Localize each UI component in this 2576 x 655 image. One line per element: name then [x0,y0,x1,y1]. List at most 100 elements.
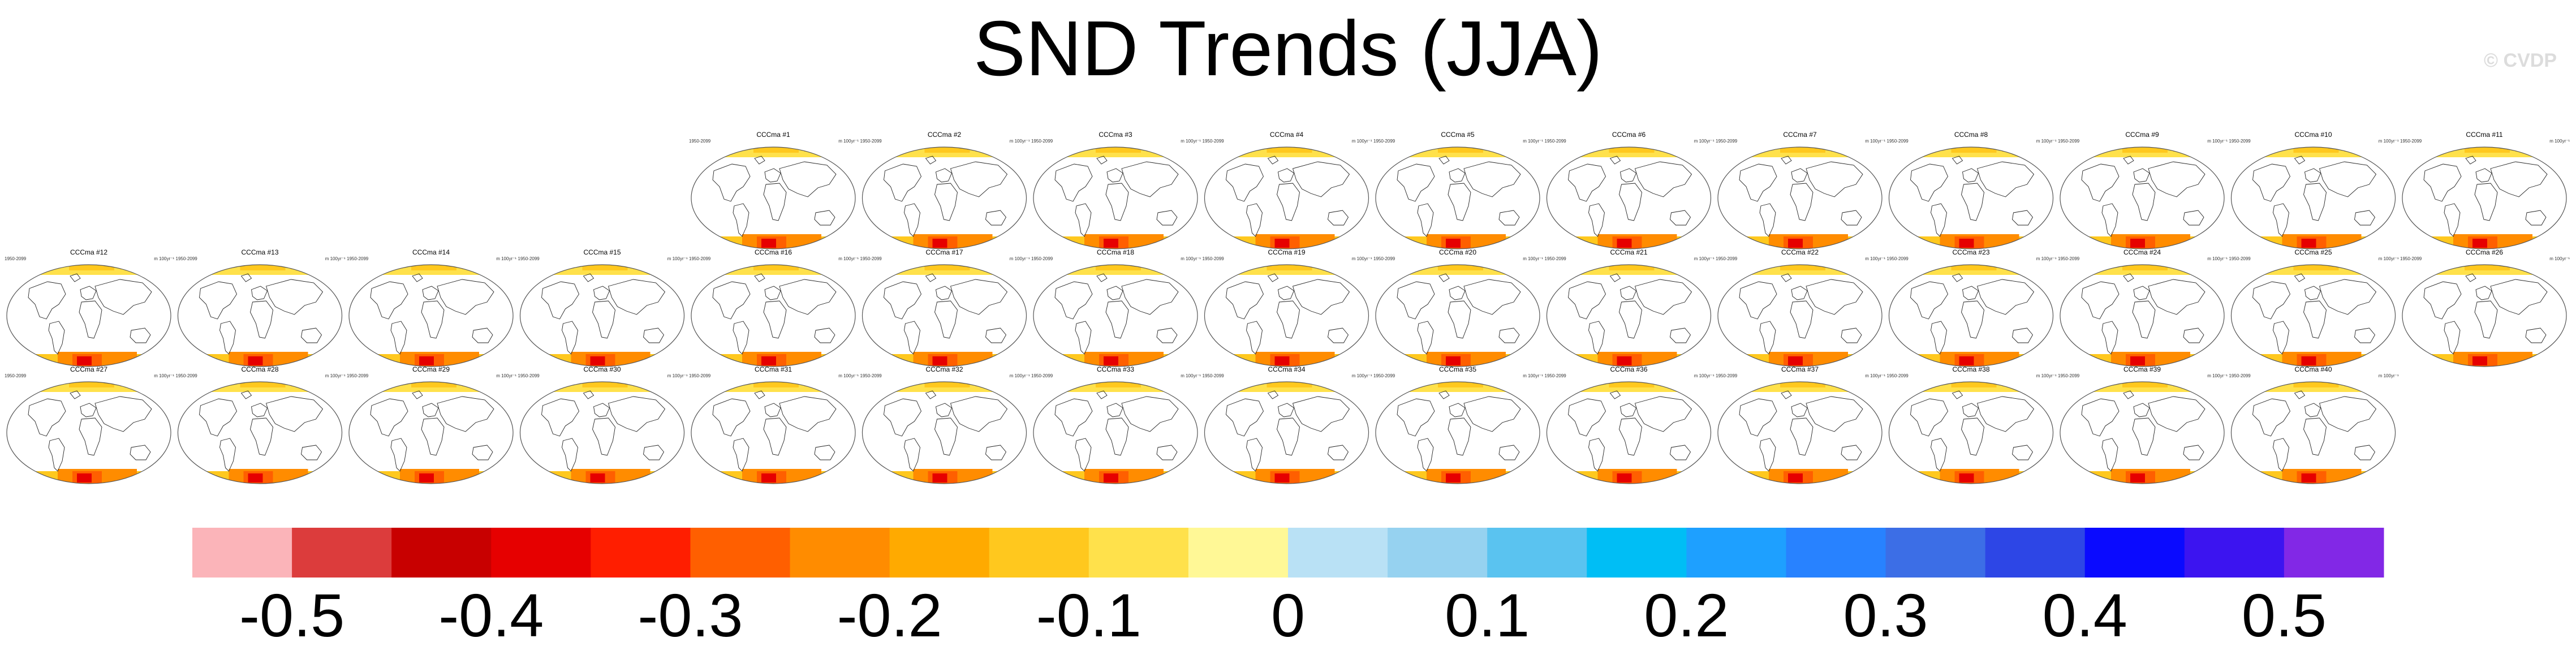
panel-title: CCCma #26 [2466,248,2503,256]
colorbar-tick-label: -0.1 [1036,581,1141,649]
continent-outlines [2081,390,2205,472]
watermark: © CVDP [2484,50,2557,71]
map-panel: CCCma #36 1950-2099 m 100yr⁻¹ [1545,365,1715,484]
panel-period-label: 1950-2099 [347,256,369,261]
continent-outlines [884,156,1008,237]
panel-units-label: m 100yr⁻¹ [1010,373,1030,378]
continent-outlines [2252,156,2377,237]
panel-units-label: m 100yr⁻¹ [1010,139,1030,144]
colorbar-swatch [2284,528,2384,578]
map-panel: CCCma #1 1950-2099 m 100yr⁻¹ [689,131,859,249]
continent-outlines [1397,390,1521,472]
panel-period-label: 1950-2099 [689,373,711,378]
continent-outlines [541,390,666,472]
continent-outlines [1910,156,2035,237]
map-frame [6,381,171,484]
map-frame [1375,381,1540,484]
colorbar-swatch [2084,528,2185,578]
map-panel: CCCma #35 1950-2099 m 100yr⁻¹ [1373,365,1543,484]
map-panel: CCCma #32 1950-2099 m 100yr⁻¹ [860,365,1030,484]
colorbar-swatch [1487,528,1587,578]
panel-period-label: 1950-2099 [1373,256,1395,261]
map-panel: CCCma #24 1950-2099 m 100yr⁻¹ [2058,248,2228,367]
panel-units-label: m 100yr⁻¹ [496,373,516,378]
panel-title: CCCma #22 [1781,248,1819,256]
panel-units-label: m 100yr⁻¹ [1523,139,1543,144]
panel-title: CCCma #35 [1439,365,1476,373]
map-frame [1375,264,1540,367]
panel-period-label: 1950-2099 [2058,256,2080,261]
panel-title: CCCma #19 [1268,248,1305,256]
continent-outlines [28,273,152,355]
panel-units-label: m 100yr⁻¹ [1523,256,1543,261]
map-panel: CCCma #26 1950-2099 m 100yr⁻¹ [2400,248,2570,367]
panel-units-label: m 100yr⁻¹ [2379,256,2399,261]
panel-title: CCCma #34 [1268,365,1305,373]
panel-period-label: 1950-2099 [2229,256,2251,261]
map-frame [1204,264,1369,367]
panel-title: CCCma #38 [1952,365,1989,373]
map-panel: CCCma #33 1950-2099 m 100yr⁻¹ [1031,365,1201,484]
panel-units-label: m 100yr⁻¹ [1010,256,1030,261]
panel-units-label: m 100yr⁻¹ [325,373,346,378]
map-panel: CCCma #3 1950-2099 m 100yr⁻¹ [1031,131,1201,249]
panel-title: CCCma #16 [755,248,792,256]
map-panel: CCCma #40 1950-2099 m 100yr⁻¹ [2229,365,2399,484]
colorbar-tick-label: 0.2 [1644,581,1729,649]
colorbar-swatch [1088,528,1189,578]
colorbar-swatch [1786,528,1886,578]
panel-title: CCCma #31 [755,365,792,373]
colorbar-swatch [1388,528,1488,578]
map-frame [1204,146,1369,249]
colorbar-swatch [591,528,691,578]
continent-outlines [1054,156,1179,237]
continent-outlines [2252,390,2377,472]
panel-title: CCCma #15 [583,248,621,256]
panel-units-label: m 100yr⁻¹ [2036,139,2057,144]
continent-outlines [199,390,324,472]
panel-period-label: 1950-2099 [518,373,540,378]
map-frame [1888,146,2054,249]
map-panel: CCCma #11 1950-2099 m 100yr⁻¹ [2400,131,2570,249]
continent-outlines [884,390,1008,472]
continent-outlines [370,273,494,355]
panel-period-label: 1950-2099 [1545,139,1567,144]
map-frame [1888,381,2054,484]
colorbar-swatch [491,528,591,578]
panel-title: CCCma #29 [412,365,450,373]
panel-period-label: 1950-2099 [2229,373,2251,378]
continent-outlines [541,273,666,355]
map-frame [177,381,343,484]
panel-units-label: m 100yr⁻¹ [1352,373,1372,378]
panel-title: CCCma #8 [1954,131,1988,139]
map-frame [2402,264,2567,367]
panel-title: CCCma #14 [412,248,450,256]
panel-period-label: 1950-2099 [1716,373,1738,378]
continent-outlines [1739,390,1863,472]
panel-units-label: m 100yr⁻¹ [2207,256,2228,261]
panel-title: CCCma #3 [1099,131,1132,139]
panel-period-label: 1950-2099 [5,373,27,378]
map-frame [1717,264,1883,367]
map-frame [2060,381,2225,484]
continent-outlines [1397,273,1521,355]
panel-title: CCCma #6 [1612,131,1646,139]
map-panel: CCCma #37 1950-2099 m 100yr⁻¹ [1716,365,1885,484]
map-panel: CCCma #17 1950-2099 m 100yr⁻¹ [860,248,1030,367]
panel-units-label: m 100yr⁻¹ [154,256,174,261]
map-frame [2060,264,2225,367]
map-panel: CCCma #7 1950-2099 m 100yr⁻¹ [1716,131,1885,249]
chart-title: SND Trends (JJA) [973,5,1603,92]
colorbar-swatch [790,528,890,578]
colorbar-tick-label: 0.1 [1445,581,1530,649]
colorbar-swatch [2184,528,2285,578]
colorbar-swatch [1587,528,1687,578]
panel-title: CCCma #37 [1781,365,1819,373]
continent-outlines [2081,273,2205,355]
colorbar-tick-label: 0.4 [2043,581,2127,649]
panel-units-label: m 100yr⁻¹ [2036,373,2057,378]
map-frame [861,146,1027,249]
map-frame [348,264,514,367]
panel-units-label: m 100yr⁻¹ [838,139,859,144]
continent-outlines [1054,390,1179,472]
